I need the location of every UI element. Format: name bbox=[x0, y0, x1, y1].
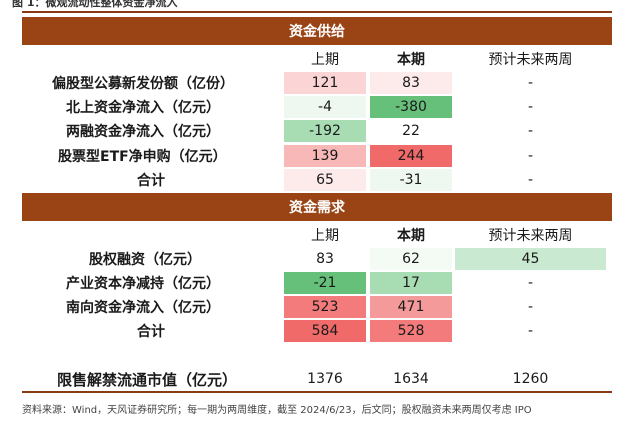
source-note: 资料来源：Wind，天风证券研究所；每一期为两周维度，截至 2024/6/23，… bbox=[22, 405, 532, 416]
unlock-curr: 1634 bbox=[393, 371, 429, 387]
bottom-rule bbox=[22, 391, 612, 393]
supply-cell-prev: -4 bbox=[284, 96, 366, 118]
demand-cell-curr: 471 bbox=[370, 296, 452, 318]
supply-total-fcst: - bbox=[527, 172, 534, 188]
supply-header-prev: 上期 bbox=[311, 52, 339, 68]
supply-cell-curr: 22 bbox=[370, 120, 452, 142]
demand-cell-fcst: 45 bbox=[455, 248, 606, 270]
supply-total-curr: -31 bbox=[370, 169, 452, 191]
unlock-prev: 1376 bbox=[307, 371, 343, 387]
demand-cell-curr: 62 bbox=[370, 248, 452, 270]
supply-cell-curr: -380 bbox=[370, 96, 452, 118]
demand-cell-fcst: - bbox=[527, 299, 534, 315]
supply-cell-fcst: - bbox=[527, 99, 534, 115]
demand-header-curr: 本期 bbox=[397, 228, 425, 244]
supply-row-label: 两融资金净流入（亿元） bbox=[66, 124, 220, 140]
top-rule bbox=[22, 11, 612, 13]
supply-total-label: 合计 bbox=[137, 173, 165, 189]
demand-total-curr: 528 bbox=[370, 320, 452, 342]
supply-cell-prev: 121 bbox=[284, 72, 366, 94]
figure-caption: 图 1：微观流动性整体资金净流入 bbox=[12, 0, 178, 9]
demand-cell-prev: -21 bbox=[284, 272, 366, 294]
supply-cell-curr: 244 bbox=[370, 145, 452, 167]
unlock-label: 限售解禁流通市值（亿元） bbox=[57, 370, 238, 389]
demand-row-label: 产业资本净减持（亿元） bbox=[66, 276, 220, 292]
demand-cell-prev: 523 bbox=[284, 296, 366, 318]
demand-cell-fcst: - bbox=[527, 275, 534, 291]
demand-total-fcst: - bbox=[527, 323, 534, 339]
supply-cell-fcst: - bbox=[527, 75, 534, 91]
unlock-fcst: 1260 bbox=[512, 371, 549, 387]
supply-cell-curr: 83 bbox=[370, 72, 452, 94]
supply-total-prev: 65 bbox=[284, 169, 366, 191]
demand-section-title: 资金需求 bbox=[22, 193, 612, 221]
demand-row-label: 南向资金净流入（亿元） bbox=[66, 300, 220, 316]
supply-header-curr: 本期 bbox=[397, 52, 425, 68]
supply-row-label: 股票型ETF净申购（亿元） bbox=[58, 149, 227, 165]
supply-cell-prev: -192 bbox=[284, 120, 366, 142]
supply-header-fcst: 预计未来两周 bbox=[488, 52, 573, 68]
demand-header-prev: 上期 bbox=[311, 228, 339, 244]
supply-section-title: 资金供给 bbox=[22, 17, 612, 45]
demand-total-label: 合计 bbox=[137, 324, 165, 340]
supply-row-label: 北上资金净流入（亿元） bbox=[66, 100, 220, 116]
demand-total-prev: 584 bbox=[284, 320, 366, 342]
supply-cell-fcst: - bbox=[527, 148, 534, 164]
demand-header-fcst: 预计未来两周 bbox=[488, 228, 573, 244]
demand-cell-curr: 17 bbox=[370, 272, 452, 294]
supply-row-label: 偏股型公募新发份额（亿份） bbox=[52, 76, 234, 92]
supply-cell-fcst: - bbox=[527, 123, 534, 139]
demand-row-label: 股权融资（亿元） bbox=[89, 252, 201, 268]
supply-cell-prev: 139 bbox=[284, 145, 366, 167]
demand-cell-prev: 83 bbox=[316, 251, 334, 267]
